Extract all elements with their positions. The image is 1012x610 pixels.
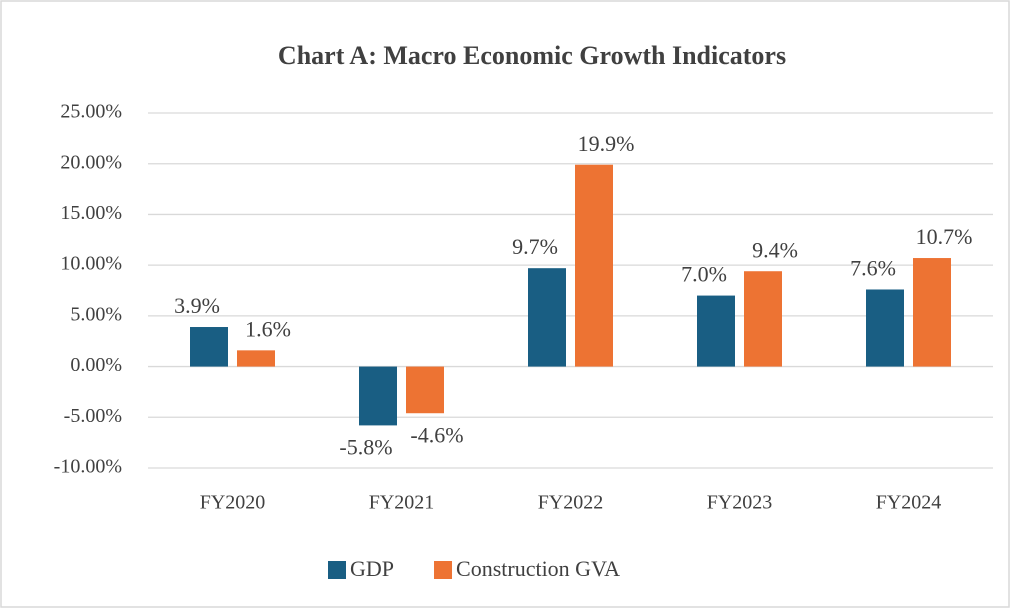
y-tick-label: 10.00%	[60, 253, 122, 275]
bar	[866, 289, 904, 367]
y-tick-label: 0.00%	[70, 354, 122, 376]
value-label: 1.6%	[245, 316, 291, 341]
legend-label: Construction GVA	[456, 556, 620, 581]
bar	[359, 366, 397, 426]
value-label: 10.7%	[916, 224, 973, 249]
x-tick-label: FY2023	[707, 492, 773, 514]
value-label: 19.9%	[578, 131, 635, 156]
value-label: -5.8%	[339, 434, 392, 459]
y-tick-label: 25.00%	[60, 101, 122, 123]
value-label: -4.6%	[410, 422, 463, 447]
y-tick-label: -10.00%	[54, 456, 122, 478]
x-tick-label: FY2020	[200, 492, 266, 514]
legend-swatch	[434, 561, 453, 579]
bar	[190, 327, 228, 367]
y-tick-label: 5.00%	[70, 303, 122, 325]
bar	[237, 350, 275, 367]
legend-label: GDP	[350, 556, 394, 581]
y-tick-label: 15.00%	[60, 202, 122, 224]
value-label: 7.0%	[681, 262, 727, 287]
legend-swatch	[328, 561, 346, 579]
bar	[697, 295, 735, 367]
y-tick-label: -5.00%	[64, 405, 122, 427]
bar	[528, 268, 566, 367]
x-tick-label: FY2024	[876, 492, 942, 514]
y-tick-label: 20.00%	[60, 151, 122, 173]
x-tick-label: FY2022	[538, 492, 604, 514]
bar	[913, 258, 951, 367]
value-label: 9.7%	[512, 234, 558, 259]
x-tick-label: FY2021	[369, 492, 435, 514]
bar	[406, 366, 444, 414]
chart-title: Chart A: Macro Economic Growth Indicator…	[278, 41, 786, 70]
bar	[744, 271, 782, 367]
value-label: 9.4%	[752, 237, 798, 262]
bar	[575, 164, 613, 367]
value-label: 7.6%	[850, 256, 896, 281]
value-label: 3.9%	[174, 293, 220, 318]
